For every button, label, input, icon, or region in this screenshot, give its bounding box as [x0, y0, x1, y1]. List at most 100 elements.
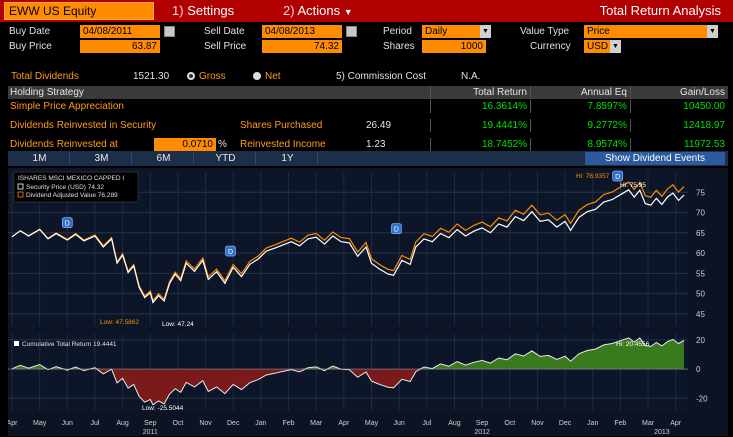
settings-menu[interactable]: 1) Settings: [172, 2, 234, 20]
tab-1m[interactable]: 1M: [10, 152, 70, 165]
show-dividend-events-button[interactable]: Show Dividend Events: [585, 152, 725, 165]
calendar-icon[interactable]: [164, 26, 175, 37]
price-and-return-charts: 75 70 65 60 55 50 45 20 0 -20 Apr May Jun Jul Aug Sep O…: [7, 168, 708, 436]
period-tabs: 1M 3M 6M YTD 1Y Show Dividend Events: [8, 151, 728, 166]
legend-swatch-return: [14, 341, 19, 346]
x-tick-label: Nov: [531, 420, 544, 427]
annual-eq-cell: 9.2772%: [530, 119, 630, 132]
dividend-marker-box: [391, 223, 402, 235]
dividend-marker-label: D: [615, 174, 620, 181]
x-tick-label: May: [33, 420, 47, 427]
x-tick-label: Dec: [559, 420, 572, 427]
price-chart-legend: ISHARES MSCI MEXICO CAPPED I Security Pri…: [13, 171, 139, 203]
dividend-marker: D: [391, 223, 402, 235]
legend-swatch-div: [17, 191, 24, 198]
table-row[interactable]: Dividends Reinvested at 0.0710 % Reinves…: [8, 138, 728, 151]
header-total-return: Total Return: [430, 86, 530, 99]
dividend-marker-label: D: [394, 227, 399, 234]
dividend-marker: D: [62, 217, 73, 228]
x-tick-label: Jan: [255, 420, 266, 427]
table-row[interactable]: Dividends Reinvested in Security Shares …: [8, 119, 728, 132]
chevron-down-icon[interactable]: ▼: [707, 25, 718, 38]
ticker-input[interactable]: EWW US Equity: [4, 2, 154, 20]
sell-date-label: Sell Date: [204, 26, 245, 37]
sell-date-field[interactable]: 04/08/2013: [262, 25, 342, 38]
dividend-marker-box: [62, 217, 73, 228]
buy-date-field[interactable]: 04/08/2011: [80, 25, 160, 38]
x-tick-label: Aug: [448, 420, 461, 427]
x-tick-label: Apr: [670, 420, 682, 427]
x-tick-label: Oct: [504, 420, 515, 427]
y-tick-label: 65: [696, 229, 705, 238]
extra-label: Reinvested Income: [240, 139, 326, 150]
return-chart-legend: Cumulative Total Return 19.4441: [14, 341, 117, 348]
y-tick-label: 70: [696, 209, 705, 218]
y-tick-label: 50: [696, 290, 705, 299]
x-tick-label: Mar: [310, 420, 323, 427]
chevron-down-icon[interactable]: ▼: [610, 40, 621, 53]
dividend-adjusted-line: [11, 181, 685, 302]
y-tick-label: 20: [696, 336, 705, 345]
calendar-icon[interactable]: [346, 26, 357, 37]
page-title: Total Return Analysis: [599, 3, 721, 18]
sell-price-field[interactable]: 74.32: [262, 40, 342, 53]
total-return-cell: 16.3614%: [430, 100, 530, 113]
gain-loss-cell: 11972.53: [630, 138, 728, 151]
x-year-label: 2011: [143, 429, 158, 436]
actions-menu[interactable]: 2) Actions ▼: [283, 2, 353, 20]
x-tick-label: Aug: [116, 420, 129, 427]
high-price-label: Hi: 75.95: [620, 182, 646, 189]
title-bar: EWW US Equity 1) Settings 2) Actions ▼ T…: [0, 0, 733, 22]
x-tick-label: Jun: [62, 420, 73, 427]
total-return-cell: 18.7452%: [430, 138, 530, 151]
reinvest-rate-field[interactable]: 0.0710: [154, 138, 216, 151]
commission-value: N.A.: [461, 71, 481, 82]
dividend-marker-box: [225, 245, 236, 257]
header-strategy: Holding Strategy: [10, 87, 84, 98]
chevron-down-icon: ▼: [343, 7, 353, 17]
low-return-label: Low: -25.5044: [142, 405, 184, 412]
x-year-label: 2012: [474, 429, 490, 436]
buy-price-field[interactable]: 63.87: [80, 40, 160, 53]
results-table: Holding Strategy Total Return Annual Eq …: [8, 86, 728, 151]
value-type-select[interactable]: Price: [584, 25, 707, 38]
tab-ytd[interactable]: YTD: [196, 152, 256, 165]
chevron-down-icon[interactable]: ▼: [480, 25, 491, 38]
tab-6m[interactable]: 6M: [134, 152, 194, 165]
strategy-name: Dividends Reinvested at: [10, 139, 118, 150]
buy-date-label: Buy Date: [9, 26, 51, 37]
legend-series-div: Dividend Adjusted Value 76.289: [26, 192, 118, 199]
gross-label: Gross: [199, 71, 226, 82]
sell-price-label: Sell Price: [204, 41, 247, 52]
tab-3m[interactable]: 3M: [72, 152, 132, 165]
high-return-label: Hi: 20.4556: [616, 341, 650, 348]
total-dividends-label: Total Dividends: [11, 71, 79, 82]
x-tick-label: Sep: [476, 420, 489, 427]
net-radio[interactable]: [253, 72, 261, 80]
x-tick-label: May: [365, 420, 379, 427]
x-tick-label: Sep: [144, 420, 157, 427]
total-dividends-value: 1521.30: [133, 71, 170, 82]
dividend-marker: D: [612, 170, 623, 182]
shares-field[interactable]: 1000: [422, 40, 486, 53]
gross-radio[interactable]: [187, 72, 195, 80]
x-tick-label: Jul: [90, 420, 99, 427]
settings-num: 1): [172, 3, 184, 18]
x-tick-label: Feb: [283, 420, 295, 427]
y-tick-label: 45: [696, 310, 705, 319]
settings-label: Settings: [187, 3, 235, 18]
commission-label[interactable]: 5) Commission Cost: [336, 71, 427, 82]
table-row[interactable]: Simple Price Appreciation 16.3614% 7.859…: [8, 100, 728, 113]
extra-value: 1.23: [366, 139, 386, 150]
y-tick-label: 0: [696, 365, 701, 374]
period-select[interactable]: Daily: [422, 25, 480, 38]
security-price-line: [11, 189, 685, 304]
currency-select[interactable]: USD: [584, 40, 610, 53]
period-label: Period: [383, 26, 412, 37]
actions-num: 2): [283, 3, 295, 18]
total-return-cell: 19.4441%: [430, 119, 530, 132]
tab-1y[interactable]: 1Y: [258, 152, 318, 165]
low-price-label: Low: 47.24: [162, 321, 194, 328]
extra-value: 26.49: [366, 120, 392, 131]
x-tick-label: Nov: [199, 420, 212, 427]
